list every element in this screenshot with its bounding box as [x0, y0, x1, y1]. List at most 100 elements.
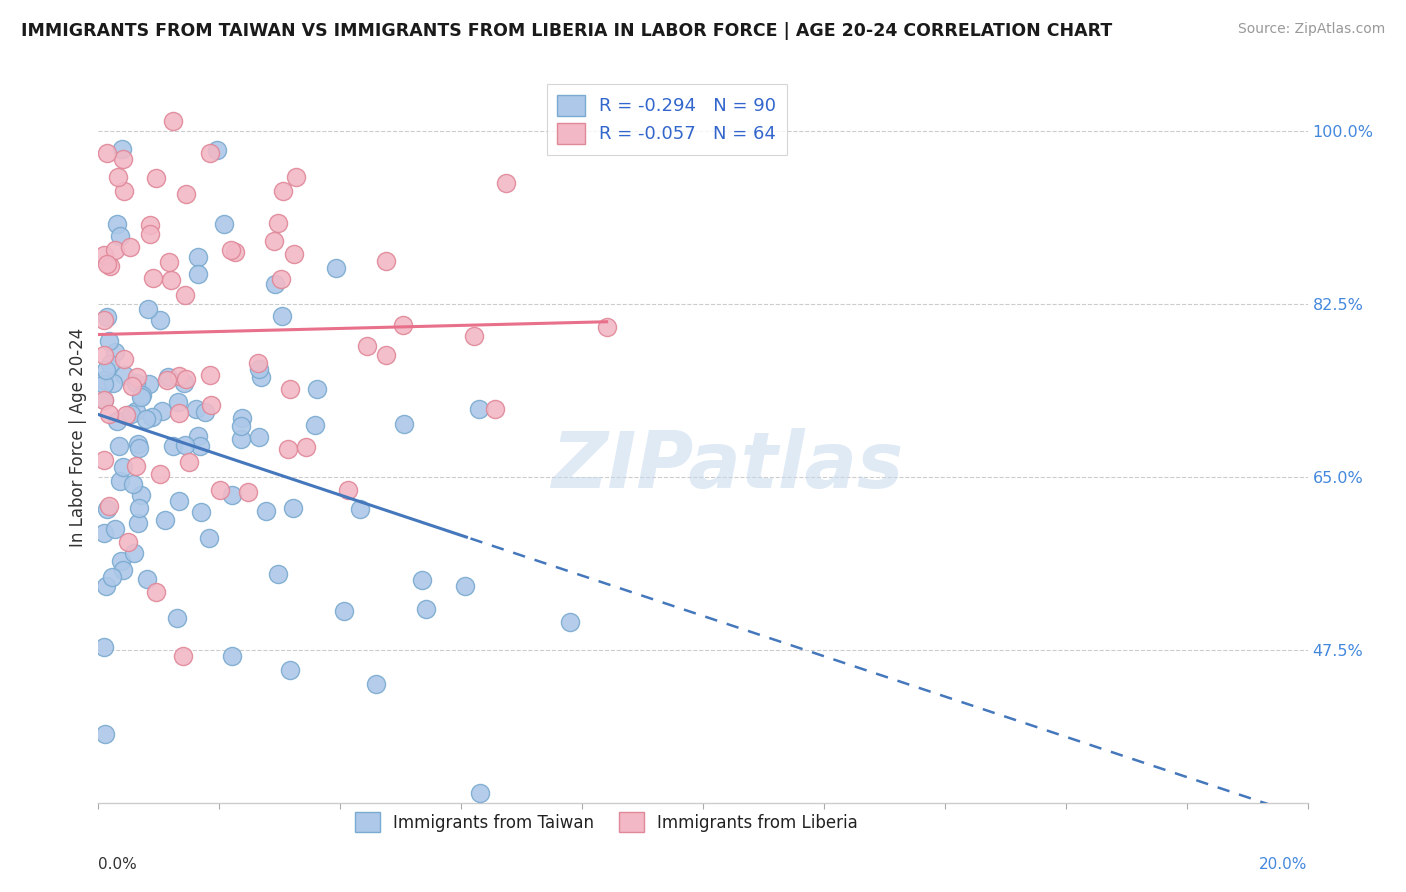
- Point: [105, 217, 128, 231]
- Point: [205, 144, 228, 158]
- Point: [112, 368, 135, 383]
- Text: Source: ZipAtlas.com: Source: ZipAtlas.com: [1237, 22, 1385, 37]
- Point: [332, 604, 354, 618]
- Point: [112, 152, 135, 166]
- Point: [277, 442, 299, 457]
- Point: [595, 319, 617, 334]
- Point: [304, 417, 326, 432]
- Point: [173, 438, 195, 452]
- Point: [93, 373, 115, 387]
- Point: [166, 611, 188, 625]
- Point: [120, 407, 142, 421]
- Point: [135, 411, 157, 425]
- Point: [149, 467, 172, 481]
- Point: [495, 176, 517, 190]
- Point: [558, 615, 581, 630]
- Point: [187, 267, 209, 281]
- Point: [271, 184, 294, 198]
- Point: [200, 398, 222, 412]
- Point: [295, 440, 318, 454]
- Point: [93, 248, 115, 262]
- Point: [283, 247, 305, 261]
- Point: [129, 488, 152, 502]
- Point: [156, 373, 179, 387]
- Point: [145, 171, 167, 186]
- Point: [249, 361, 271, 376]
- Point: [96, 310, 118, 324]
- Point: [224, 245, 246, 260]
- Point: [111, 459, 134, 474]
- Point: [221, 648, 243, 663]
- Point: [270, 272, 292, 286]
- Text: IMMIGRANTS FROM TAIWAN VS IMMIGRANTS FROM LIBERIA IN LABOR FORCE | AGE 20-24 COR: IMMIGRANTS FROM TAIWAN VS IMMIGRANTS FRO…: [21, 22, 1112, 40]
- Point: [236, 485, 259, 500]
- Point: [125, 459, 148, 474]
- Point: [150, 404, 173, 418]
- Point: [411, 573, 433, 587]
- Point: [93, 526, 115, 541]
- Point: [121, 379, 143, 393]
- Point: [110, 229, 132, 244]
- Text: ZIPatlas: ZIPatlas: [551, 428, 903, 504]
- Point: [169, 406, 191, 420]
- Point: [129, 390, 152, 404]
- Point: [229, 418, 252, 433]
- Point: [454, 579, 477, 593]
- Point: [114, 408, 136, 422]
- Point: [142, 271, 165, 285]
- Point: [110, 475, 132, 489]
- Point: [162, 439, 184, 453]
- Point: [208, 483, 231, 497]
- Point: [254, 504, 277, 518]
- Point: [467, 401, 489, 416]
- Point: [174, 288, 197, 302]
- Y-axis label: In Labor Force | Age 20-24: In Labor Force | Age 20-24: [69, 327, 87, 547]
- Point: [112, 351, 135, 366]
- Point: [162, 113, 184, 128]
- Point: [125, 369, 148, 384]
- Point: [364, 676, 387, 690]
- Point: [127, 437, 149, 451]
- Point: [172, 648, 194, 663]
- Point: [194, 405, 217, 419]
- Point: [285, 170, 308, 185]
- Point: [125, 404, 148, 418]
- Text: 0.0%: 0.0%: [98, 857, 138, 872]
- Point: [93, 393, 115, 408]
- Point: [149, 312, 172, 326]
- Point: [415, 602, 437, 616]
- Point: [198, 146, 221, 161]
- Point: [267, 216, 290, 230]
- Point: [156, 369, 179, 384]
- Point: [98, 357, 121, 371]
- Point: [198, 531, 221, 545]
- Point: [229, 432, 252, 446]
- Point: [169, 494, 191, 508]
- Point: [179, 455, 201, 469]
- Point: [247, 356, 270, 370]
- Point: [157, 255, 180, 269]
- Point: [167, 394, 190, 409]
- Point: [131, 388, 153, 402]
- Point: [117, 534, 139, 549]
- Point: [153, 513, 176, 527]
- Point: [94, 579, 117, 593]
- Point: [263, 277, 285, 291]
- Point: [105, 414, 128, 428]
- Point: [356, 339, 378, 353]
- Point: [187, 250, 209, 264]
- Point: [145, 585, 167, 599]
- Point: [169, 368, 191, 383]
- Point: [128, 500, 150, 515]
- Point: [190, 505, 212, 519]
- Point: [187, 428, 209, 442]
- Point: [125, 376, 148, 390]
- Point: [188, 439, 211, 453]
- Point: [112, 184, 135, 198]
- Point: [110, 554, 132, 568]
- Point: [93, 313, 115, 327]
- Point: [349, 501, 371, 516]
- Point: [221, 243, 243, 257]
- Point: [173, 376, 195, 390]
- Point: [271, 310, 294, 324]
